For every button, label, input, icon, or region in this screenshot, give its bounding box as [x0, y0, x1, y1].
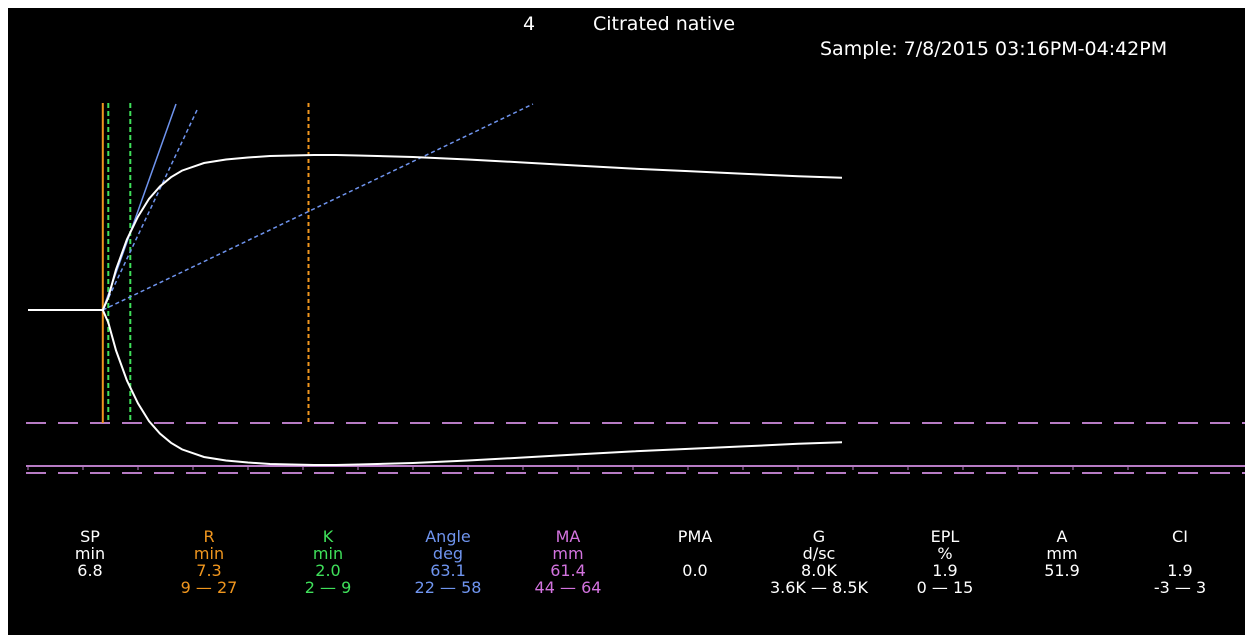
param-range: -3 — 3 [1153, 578, 1207, 597]
param-value: 0.0 [682, 561, 708, 580]
param-unit: % [937, 544, 953, 563]
param-range [35, 579, 145, 596]
param-ma: MA mm 61.4 44 — 64 [513, 528, 623, 596]
param-value: 2.0 [315, 561, 341, 580]
param-name: K [322, 527, 334, 546]
teg-display: 4 Citrated native Sample: 7/8/2015 03:16… [8, 8, 1245, 635]
param-unit [640, 545, 750, 562]
tracing-upper-0 [28, 154, 843, 311]
param-unit: deg [432, 544, 464, 563]
reference-guides [26, 422, 1245, 474]
tracing-lower-0 [28, 309, 843, 466]
param-angle: Angle deg 63.1 22 — 58 [393, 528, 503, 596]
param-range: 0 — 15 [916, 578, 974, 597]
sample-time: Sample: 7/8/2015 03:16PM-04:42PM [820, 38, 1168, 60]
param-unit [1125, 545, 1235, 562]
param-name: A [1056, 527, 1068, 546]
param-value: 7.3 [196, 561, 222, 580]
parameter-markers [101, 103, 310, 423]
param-value: 1.9 [1167, 561, 1193, 580]
param-pma: PMA 0.0 [640, 528, 750, 596]
param-name: Angle [425, 527, 471, 546]
param-unit: mm [552, 544, 584, 563]
param-ci: CI 1.9 -3 — 3 [1125, 528, 1235, 596]
tracing [28, 154, 843, 466]
param-name: EPL [930, 527, 960, 546]
angle-reference-dashed [102, 103, 534, 311]
param-range [640, 579, 750, 596]
param-range: 2 — 9 [304, 578, 352, 597]
param-range [1007, 579, 1117, 596]
param-value: 8.0K [801, 561, 837, 580]
param-range: 9 — 27 [180, 578, 238, 597]
param-range: 22 — 58 [414, 578, 482, 597]
angle-tangents [102, 103, 534, 311]
param-range: 3.6K — 8.5K [769, 578, 869, 597]
param-unit: mm [1046, 544, 1078, 563]
param-value: 63.1 [430, 561, 466, 580]
angle-tangent-dashed [102, 107, 199, 311]
param-name: CI [1172, 527, 1188, 546]
sample-number: 4 [523, 13, 536, 35]
param-name: G [812, 527, 826, 546]
param-unit: min [74, 544, 106, 563]
param-name: SP [80, 527, 100, 546]
sample-title: Citrated native [593, 13, 736, 35]
param-name: PMA [677, 527, 713, 546]
param-unit: min [312, 544, 344, 563]
param-name: MA [555, 527, 581, 546]
param-epl: EPL% 1.9 0 — 15 [890, 528, 1000, 596]
param-range: 44 — 64 [534, 578, 602, 597]
param-sp: SP min 6.8 [35, 528, 145, 596]
param-value: 1.9 [932, 561, 958, 580]
param-value: 61.4 [550, 561, 586, 580]
param-value: 51.9 [1044, 561, 1080, 580]
thromboelastogram-plot [26, 103, 1245, 474]
param-unit: d/sc [802, 544, 836, 563]
param-name: R [203, 527, 215, 546]
param-value: 6.8 [77, 561, 103, 580]
param-unit: min [193, 544, 225, 563]
